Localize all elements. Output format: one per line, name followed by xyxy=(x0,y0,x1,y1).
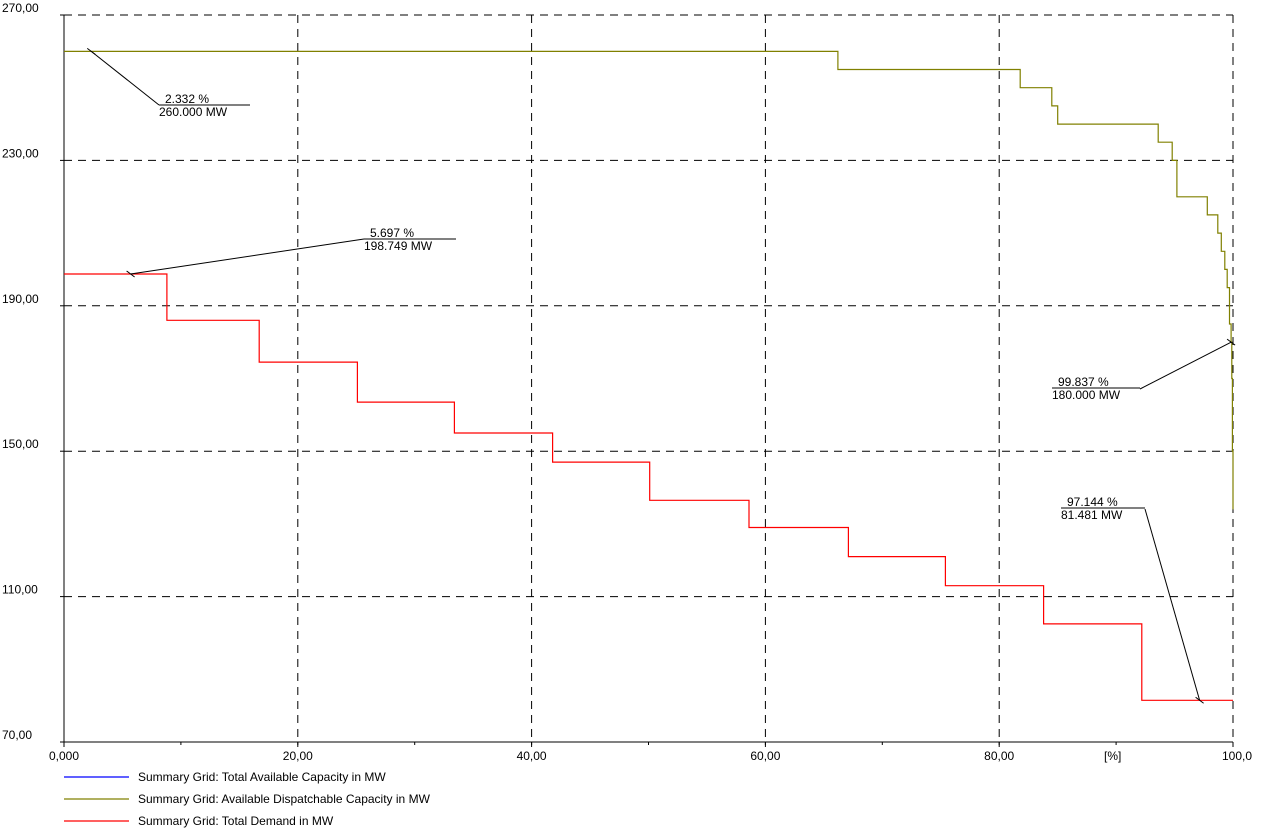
grid xyxy=(64,14,1234,742)
x-tick-label: 100,0 xyxy=(1222,749,1252,763)
x-tick-label: 0,000 xyxy=(49,749,79,763)
legend-label-0: Summary Grid: Total Available Capacity i… xyxy=(138,770,386,784)
annotation-mw: 198.749 MW xyxy=(364,239,433,253)
y-tick-label: 150,00 xyxy=(2,437,39,451)
x-tick-label: 80,00 xyxy=(984,749,1014,763)
legend-label-1: Summary Grid: Available Dispatchable Cap… xyxy=(138,792,431,806)
annotation-pct: 2.332 % xyxy=(165,92,209,106)
x-tick-label: 60,00 xyxy=(750,749,780,763)
annotation-pct: 99.837 % xyxy=(1058,375,1109,389)
annotation-mw: 81.481 MW xyxy=(1061,508,1123,522)
annotation-marker xyxy=(1226,338,1236,346)
annotation-mw: 260.000 MW xyxy=(159,105,228,119)
annotation-leader xyxy=(1144,508,1201,701)
annotation-mw: 180.000 MW xyxy=(1052,388,1121,402)
annotation-leader xyxy=(90,50,160,106)
legend: Summary Grid: Total Available Capacity i… xyxy=(64,770,431,828)
x-tick-label: 40,00 xyxy=(517,749,547,763)
axes xyxy=(60,14,1234,747)
annotation-marker xyxy=(126,270,135,278)
annotation-pct: 97.144 % xyxy=(1067,495,1118,509)
tick-labels: 70,00 110,00 150,00 190,00 230,00 270,00 0,000… xyxy=(2,1,1252,763)
y-tick-label: 230,00 xyxy=(2,146,39,160)
annotation-pct: 5.697 % xyxy=(370,226,414,240)
y-tick-label: 190,00 xyxy=(2,292,39,306)
x-tick-label: 20,00 xyxy=(283,749,313,763)
legend-label-2: Summary Grid: Total Demand in MW xyxy=(138,814,334,828)
y-tick-label: 270,00 xyxy=(2,1,39,15)
y-tick-label: 110,00 xyxy=(2,583,38,597)
annotation-leader xyxy=(130,238,365,275)
series-line-2 xyxy=(64,273,1233,701)
annotation-marker xyxy=(86,47,96,55)
y-tick-label: 70,00 xyxy=(2,728,32,742)
annotations: 2.332 %260.000 MW 5.697 %198.749 MW 99.837… xyxy=(86,47,1236,704)
series-line-1 xyxy=(64,50,1234,510)
annotation-marker xyxy=(1195,696,1204,704)
x-unit-label: [%] xyxy=(1104,749,1121,763)
annotation-leader xyxy=(1139,341,1232,390)
